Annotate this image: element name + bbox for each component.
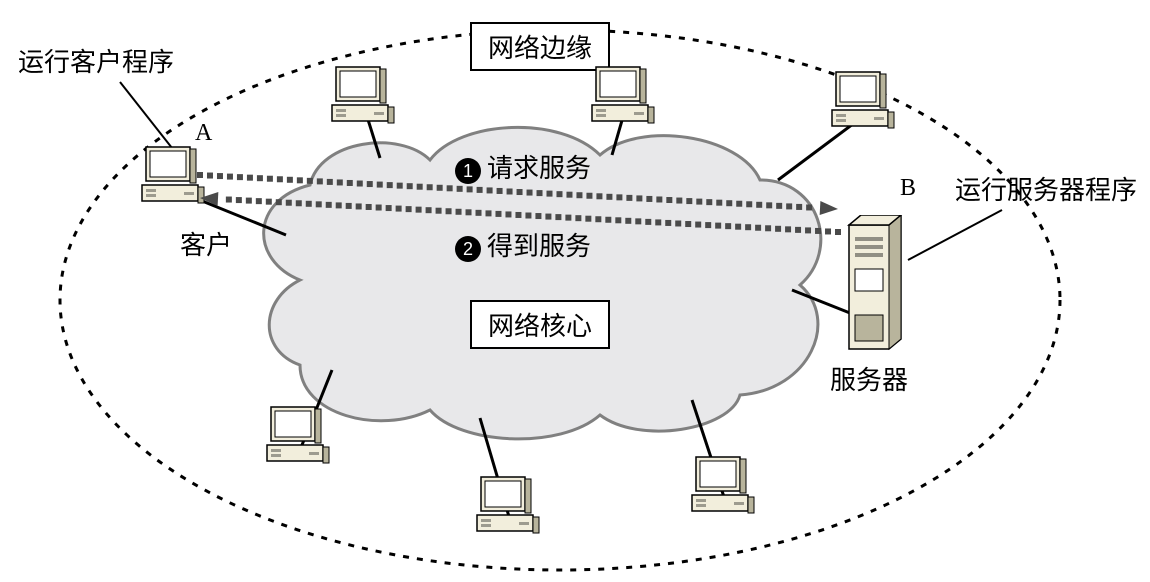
base-layer <box>0 0 1150 582</box>
run-server-program-label: 运行服务器程序 <box>955 170 1137 207</box>
computer-icon <box>330 65 400 127</box>
computer-icon <box>265 405 335 467</box>
reply-service-label: 2得到服务 <box>455 226 591 263</box>
computer-icon <box>475 475 545 537</box>
computer-icon <box>140 145 210 207</box>
network-edge-label: 网络边缘 <box>470 22 610 71</box>
server-icon <box>845 215 907 355</box>
request-text: 请求服务 <box>487 154 591 183</box>
network-diagram: { "canvas": { "width": 1150, "height": 5… <box>0 0 1150 582</box>
computer-icon <box>690 455 760 517</box>
server-caption: 服务器 <box>830 360 908 397</box>
run-client-program-label: 运行客户程序 <box>18 42 174 79</box>
step-1-badge: 1 <box>455 158 481 184</box>
computer-icon <box>830 70 900 132</box>
node-a-letter: A <box>195 120 212 147</box>
node-b-letter: B <box>900 175 916 202</box>
request-service-label: 1请求服务 <box>455 148 591 185</box>
step-2-badge: 2 <box>455 236 481 262</box>
reply-text: 得到服务 <box>487 232 591 261</box>
arrows-layer <box>0 0 1150 582</box>
computer-icon <box>590 65 660 127</box>
network-core-label: 网络核心 <box>470 300 610 349</box>
client-caption: 客户 <box>180 225 232 262</box>
